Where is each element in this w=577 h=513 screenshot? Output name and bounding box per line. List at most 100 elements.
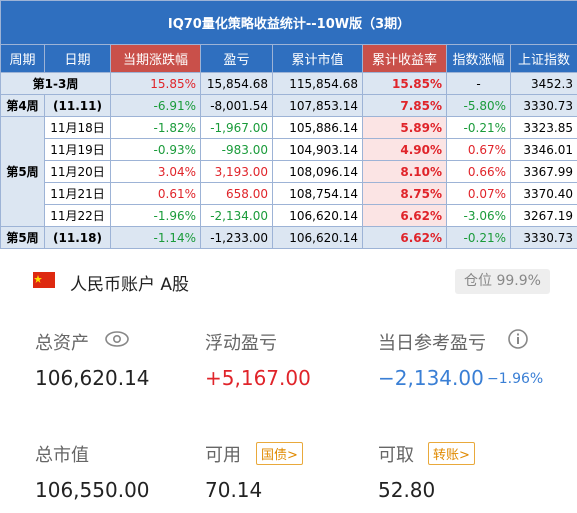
info-icon[interactable] xyxy=(507,328,529,350)
cell: 7.85% xyxy=(362,94,447,117)
cell: 107,853.14 xyxy=(272,94,363,117)
total-assets: 106,620.14 xyxy=(35,366,150,390)
position-label: 仓位 xyxy=(464,273,493,289)
cell: - xyxy=(446,72,511,95)
date: (11.18) xyxy=(44,226,111,249)
period: 第5周 xyxy=(0,116,45,227)
cell: 3452.3 xyxy=(510,72,577,95)
cell: 4.90% xyxy=(362,138,447,161)
date: 11月22日 xyxy=(44,204,111,227)
day-row: 11月19日 -0.93% -983.00 104,903.14 4.90% 0.67% 3… xyxy=(1,138,577,161)
cell: 3.04% xyxy=(110,160,201,183)
column-header: 盈亏 xyxy=(200,44,273,73)
table-title: IQ70量化策略收益统计--10W版（3期） xyxy=(0,0,577,45)
cell: 3323.85 xyxy=(510,116,577,139)
withdrawable: 52.80 xyxy=(378,478,436,502)
date: 11月21日 xyxy=(44,182,111,205)
eye-icon[interactable] xyxy=(104,330,130,348)
column-header: 指数涨幅 xyxy=(446,44,511,73)
cell: 3267.19 xyxy=(510,204,577,227)
cell: -5.80% xyxy=(446,94,511,117)
period: 第4周 xyxy=(0,94,45,117)
cell: 6.62% xyxy=(362,226,447,249)
daily-pnl: −2,134.00 xyxy=(378,366,484,390)
cell: -1.96% xyxy=(110,204,201,227)
cell: 104,903.14 xyxy=(272,138,363,161)
returns-table: IQ70量化策略收益统计--10W版（3期） 周期 日期 当期涨跌幅 盈亏 累计市值 累计收… xyxy=(0,0,577,249)
cell: -1,233.00 xyxy=(200,226,273,249)
cell: -0.93% xyxy=(110,138,201,161)
period: 第1-3周 xyxy=(0,72,111,95)
column-header: 当期涨跌幅 xyxy=(110,44,201,73)
position-value: 99.9% xyxy=(496,273,541,289)
cell: 3330.73 xyxy=(510,226,577,249)
cell: 105,886.14 xyxy=(272,116,363,139)
cell: -8,001.54 xyxy=(200,94,273,117)
date: 11月20日 xyxy=(44,160,111,183)
day-row: 第5周 11月18日 -1.82% -1,967.00 105,886.14 5.89% -… xyxy=(0,116,577,227)
daily-pnl-label: 当日参考盈亏 xyxy=(378,333,486,354)
cell: 0.61% xyxy=(110,182,201,205)
cell: 0.07% xyxy=(446,182,511,205)
account-name: 人民币账户 A股 xyxy=(70,275,190,295)
cell: 115,854.68 xyxy=(272,72,363,95)
day-row: 11月21日 0.61% 658.00 108,754.14 8.75% 0.07% 337… xyxy=(1,182,577,205)
cell: 3367.99 xyxy=(510,160,577,183)
cell: 0.67% xyxy=(446,138,511,161)
position-badge: 仓位 99.9% xyxy=(455,269,550,294)
day-row: 11月22日 -1.96% -2,134.00 106,620.14 6.62% -3.0… xyxy=(1,204,577,227)
cell: 5.89% xyxy=(362,116,447,139)
column-header: 周期 xyxy=(0,44,45,73)
column-header: 日期 xyxy=(44,44,111,73)
cell: 15.85% xyxy=(362,72,447,95)
floating-pnl: +5,167.00 xyxy=(205,366,311,390)
cell: 658.00 xyxy=(200,182,273,205)
day-row: 11月20日 3.04% 3,193.00 108,096.14 8.10% 0.66% 3… xyxy=(1,160,577,183)
cell: 3,193.00 xyxy=(200,160,273,183)
cell: -1.82% xyxy=(110,116,201,139)
cell: -1.14% xyxy=(110,226,201,249)
summary-row: 第5周 (11.18) -1.14% -1,233.00 106,620.14 6.62%… xyxy=(0,226,577,249)
withdrawable-label: 可取 xyxy=(378,445,414,466)
date: 11月18日 xyxy=(44,116,111,139)
cell: 0.66% xyxy=(446,160,511,183)
cell: -0.21% xyxy=(446,116,511,139)
available: 70.14 xyxy=(205,478,263,502)
column-header: 累计收益率 xyxy=(362,44,447,73)
summary-row: 第1-3周 15.85% 15,854.68 115,854.68 15.85% -345… xyxy=(0,72,577,95)
bond-button[interactable]: 国债> xyxy=(256,442,303,465)
cell: 3370.40 xyxy=(510,182,577,205)
summary-row: 第4周 (11.11) -6.91% -8,001.54 107,853.14 7.85%… xyxy=(0,94,577,117)
cell: 3330.73 xyxy=(510,94,577,117)
cell: -983.00 xyxy=(200,138,273,161)
cell: 6.62% xyxy=(362,204,447,227)
daily-pnl-pct: −1.96% xyxy=(487,371,544,387)
date: 11月19日 xyxy=(44,138,111,161)
floating-pnl-label: 浮动盈亏 xyxy=(205,333,277,354)
cell: 106,620.14 xyxy=(272,226,363,249)
column-header: 上证指数 xyxy=(510,44,577,73)
total-assets-label: 总资产 xyxy=(35,333,89,354)
cell: -6.91% xyxy=(110,94,201,117)
market-value-label: 总市值 xyxy=(35,445,89,466)
cell: -1,967.00 xyxy=(200,116,273,139)
date: (11.11) xyxy=(44,94,111,117)
cell: 108,096.14 xyxy=(272,160,363,183)
available-label: 可用 xyxy=(205,445,241,466)
cell: 106,620.14 xyxy=(272,204,363,227)
flag-icon xyxy=(33,272,55,288)
cell: -3.06% xyxy=(446,204,511,227)
market-value: 106,550.00 xyxy=(35,478,150,502)
cell: 3346.01 xyxy=(510,138,577,161)
cell: 15,854.68 xyxy=(200,72,273,95)
transfer-button[interactable]: 转账> xyxy=(428,442,475,465)
cell: 108,754.14 xyxy=(272,182,363,205)
column-header: 累计市值 xyxy=(272,44,363,73)
cell: 15.85% xyxy=(110,72,201,95)
cell: 8.75% xyxy=(362,182,447,205)
cell: -0.21% xyxy=(446,226,511,249)
title-row: IQ70量化策略收益统计--10W版（3期） xyxy=(0,0,577,45)
period: 第5周 xyxy=(0,226,45,249)
cell: -2,134.00 xyxy=(200,204,273,227)
